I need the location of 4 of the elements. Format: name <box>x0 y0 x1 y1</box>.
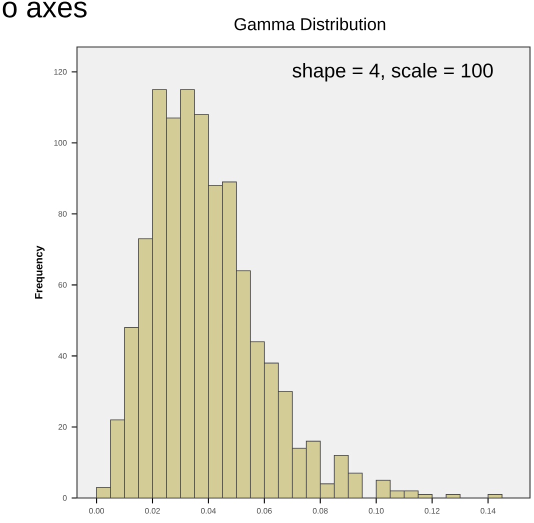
text: o axes <box>2 2 87 18</box>
y-axis-title: Frequency <box>35 246 45 299</box>
chart-title: Gamma Distribution <box>234 18 386 30</box>
annotation: shape = 4, scale = 100 <box>292 62 493 82</box>
